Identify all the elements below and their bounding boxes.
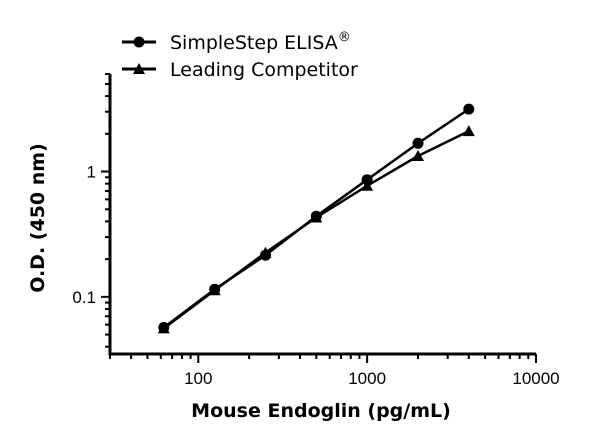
data-point-simplestep [463, 103, 475, 115]
axes: 100 1000 10000 0.1 1 [72, 73, 560, 388]
legend-marker-circle [133, 36, 145, 48]
data-point-simplestep [412, 137, 424, 149]
x-tick-label: 10000 [512, 369, 559, 388]
data-point-competitor [208, 284, 221, 296]
y-tick-label: 1 [87, 163, 96, 182]
x-axis-title: Mouse Endoglin (pg/mL) [191, 400, 451, 422]
svg-text:SimpleStep ELISA®: SimpleStep ELISA® [170, 30, 351, 54]
x-tick-label: 100 [184, 369, 212, 388]
legend: SimpleStep ELISA® Leading Competitor [122, 30, 358, 81]
data-point-competitor [361, 179, 374, 191]
data-point-competitor [157, 322, 170, 334]
legend-registered-mark: ® [338, 30, 351, 45]
data-point-simplestep [361, 174, 373, 186]
data-point-competitor [462, 125, 475, 137]
series-layer [157, 103, 475, 334]
legend-item-competitor: Leading Competitor [122, 59, 358, 81]
x-tick-label: 1000 [348, 369, 386, 388]
legend-marker-triangle [133, 63, 145, 74]
data-point-competitor [259, 246, 272, 258]
legend-item-simplestep: SimpleStep ELISA® [122, 30, 351, 54]
data-point-competitor [310, 211, 323, 223]
legend-label-simplestep: SimpleStep ELISA [170, 32, 338, 54]
y-axis-title: O.D. (450 nm) [27, 143, 49, 293]
y-tick-label: 0.1 [72, 288, 96, 307]
data-point-competitor [412, 150, 424, 161]
legend-label-competitor: Leading Competitor [170, 59, 358, 81]
